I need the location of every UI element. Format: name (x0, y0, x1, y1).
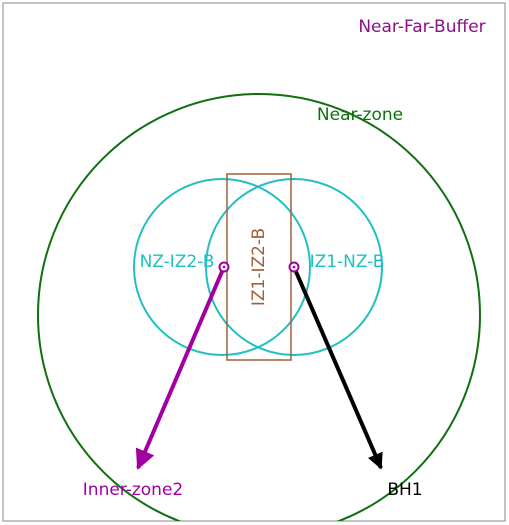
zone-label: IZ1-NZ-B (310, 252, 385, 272)
near-zone-circle (37, 93, 481, 521)
zone-label: NZ-IZ2-B (140, 252, 215, 272)
point-center (292, 265, 296, 269)
arrow (135, 266, 226, 470)
point-label: BH1 (387, 480, 422, 500)
iz1-nz-b-circle (205, 178, 383, 356)
nz-iz2-b-circle (133, 178, 311, 356)
arrow (292, 266, 383, 470)
zone-label: Near-zone (317, 105, 403, 125)
point-center (222, 265, 226, 269)
point-label: Inner-zone2 (83, 480, 183, 500)
zone-label: Near-Far-Buffer (358, 17, 485, 37)
zone-label: IZ1-IZ2-B (249, 228, 269, 306)
